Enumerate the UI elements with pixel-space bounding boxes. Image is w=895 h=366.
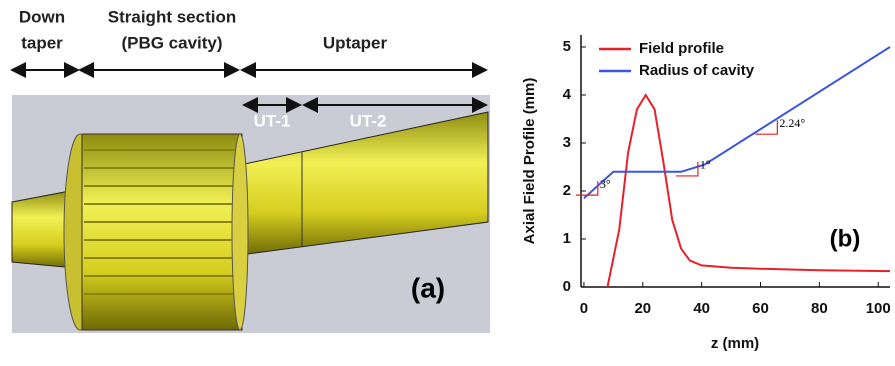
x-axis-label: z (mm) xyxy=(711,335,759,352)
x-tick-label: 20 xyxy=(634,300,651,317)
y-tick-label: 2 xyxy=(563,182,571,199)
panel-label: (b) xyxy=(830,225,861,252)
end-plate xyxy=(232,134,248,330)
x-tick-label: 0 xyxy=(580,300,588,317)
x-tick-label: 60 xyxy=(752,300,769,317)
label: UT-1 xyxy=(254,111,291,130)
angle-marker xyxy=(755,120,777,134)
label: taper xyxy=(21,33,63,52)
series-line xyxy=(607,95,890,287)
y-tick-label: 3 xyxy=(563,134,571,151)
panel-label: (a) xyxy=(411,272,445,303)
figure: Down taper Straight section (PBG cavity)… xyxy=(0,0,895,361)
label: Uptaper xyxy=(323,33,388,52)
y-tick-label: 0 xyxy=(563,278,571,295)
label: UT-2 xyxy=(350,111,387,130)
y-tick-label: 5 xyxy=(563,38,571,55)
pbg-section xyxy=(82,134,242,330)
annotation: 1° xyxy=(700,158,711,172)
y-tick-label: 1 xyxy=(563,230,571,247)
annotation: 3° xyxy=(600,177,611,191)
y-tick-label: 4 xyxy=(563,86,572,103)
x-tick-label: 100 xyxy=(866,300,891,317)
angle-marker xyxy=(676,162,698,176)
x-tick-label: 80 xyxy=(811,300,828,317)
y-axis-label: Axial Field Profile (mm) xyxy=(521,78,538,245)
label: Straight section xyxy=(108,7,236,26)
label: Down xyxy=(19,7,65,26)
legend-label: Radius of cavity xyxy=(639,62,755,79)
label: (PBG cavity) xyxy=(121,33,222,52)
x-tick-label: 40 xyxy=(693,300,710,317)
annotation: 2.24° xyxy=(779,116,805,130)
legend-label: Field profile xyxy=(639,40,724,57)
